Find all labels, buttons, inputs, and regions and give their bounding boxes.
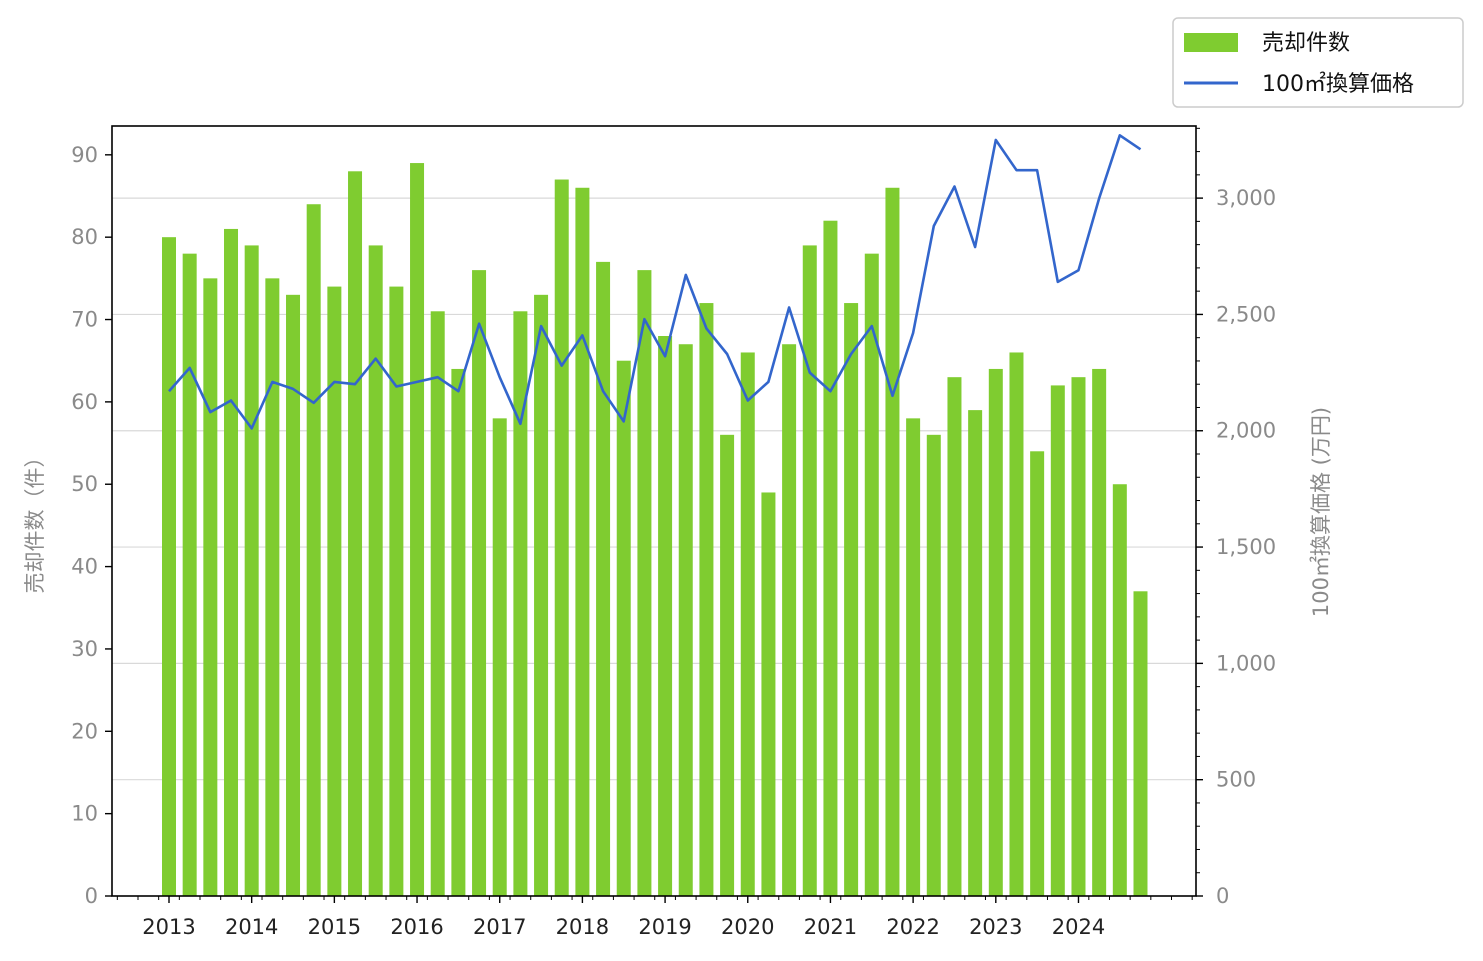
- bar: [1071, 377, 1086, 896]
- bar: [389, 286, 404, 896]
- bar: [534, 294, 549, 897]
- legend-swatch-bar: [1184, 33, 1238, 52]
- bar: [244, 245, 259, 897]
- bar: [823, 220, 838, 897]
- x-tick-label: 2018: [556, 915, 609, 939]
- right-tick-label: 1,500: [1216, 535, 1276, 559]
- bar: [947, 377, 962, 896]
- bar: [802, 245, 817, 897]
- legend-box: [1172, 17, 1464, 108]
- x-tick-label: 2015: [308, 915, 361, 939]
- left-tick-label: 90: [71, 143, 98, 167]
- left-tick-label: 80: [71, 225, 98, 249]
- left-tick-label: 60: [71, 390, 98, 414]
- left-axis-title: 売却件数（件）: [23, 447, 47, 594]
- x-tick-label: 2019: [638, 915, 691, 939]
- left-tick-label: 20: [71, 719, 98, 743]
- bar: [306, 204, 321, 896]
- x-tick-label: 2024: [1052, 915, 1105, 939]
- bar: [720, 434, 735, 896]
- bar: [637, 270, 652, 896]
- left-tick-label: 0: [85, 884, 98, 908]
- bar: [761, 492, 776, 896]
- bar: [988, 368, 1003, 896]
- x-tick-label: 2016: [390, 915, 443, 939]
- bar: [265, 278, 280, 897]
- line-series: [168, 134, 1142, 430]
- bar: [286, 294, 301, 897]
- x-tick-label: 2020: [721, 915, 774, 939]
- x-tick-label: 2023: [969, 915, 1022, 939]
- bar: [451, 368, 466, 896]
- bar: [699, 303, 714, 896]
- bar: [782, 344, 797, 896]
- bar: [1030, 451, 1045, 896]
- bar: [864, 253, 879, 896]
- bar: [885, 187, 900, 896]
- left-tick-label: 50: [71, 472, 98, 496]
- right-axis-title: 100㎡換算価格 (万円): [1309, 407, 1333, 617]
- bar: [1050, 385, 1065, 896]
- bar-series: [162, 163, 1148, 897]
- bar: [1112, 484, 1127, 896]
- legend-label-bar: 売却件数: [1262, 31, 1350, 56]
- left-tick-label: 70: [71, 308, 98, 332]
- bar: [1092, 368, 1107, 896]
- left-tick-label: 30: [71, 637, 98, 661]
- right-tick-label: 2,500: [1216, 302, 1276, 326]
- bar: [575, 187, 590, 896]
- x-tick-label: 2022: [886, 915, 939, 939]
- right-tick-label: 1,000: [1216, 651, 1276, 675]
- bar: [182, 253, 197, 896]
- bar: [844, 303, 859, 896]
- bar: [554, 179, 569, 896]
- legend-label-line: 100㎡換算価格: [1262, 71, 1414, 97]
- x-tick-label: 2014: [225, 915, 278, 939]
- right-axis: 0 500 1,000 1,500 2,000 2,500 3,000: [1196, 127, 1276, 908]
- bar: [224, 228, 239, 897]
- bar: [1133, 591, 1148, 896]
- bar: [410, 163, 425, 896]
- price-line: [168, 134, 1142, 430]
- right-tick-label: 500: [1216, 768, 1256, 792]
- x-tick-label: 2017: [473, 915, 526, 939]
- left-tick-label: 40: [71, 555, 98, 579]
- bar: [926, 434, 941, 896]
- x-axis: 2013 2014 2015 2016 2017 2018 2019 2020 2021 2022…: [116, 896, 1193, 939]
- left-axis: 0 10 20 30 40 50 60 70 80 90: [71, 143, 112, 908]
- bar: [906, 418, 921, 896]
- bar: [616, 360, 631, 896]
- bar: [658, 336, 673, 896]
- bar: [348, 171, 363, 896]
- bar: [368, 245, 383, 897]
- right-tick-label: 3,000: [1216, 186, 1276, 210]
- legend: 売却件数 100㎡換算価格: [1172, 17, 1464, 108]
- bar: [596, 261, 611, 897]
- x-tick-label: 2013: [142, 915, 195, 939]
- left-tick-label: 10: [71, 802, 98, 826]
- bar: [513, 311, 528, 896]
- bar: [968, 410, 983, 896]
- bar: [327, 286, 342, 896]
- bar: [678, 344, 693, 896]
- bar: [492, 418, 507, 896]
- bar: [740, 352, 755, 896]
- right-tick-label: 0: [1216, 884, 1229, 908]
- bar: [472, 270, 487, 896]
- right-tick-label: 2,000: [1216, 419, 1276, 443]
- plot-frame: [111, 125, 1197, 897]
- bar: [1009, 352, 1024, 896]
- x-tick-label: 2021: [804, 915, 857, 939]
- bar: [203, 278, 218, 897]
- bar: [430, 311, 445, 896]
- bar: [162, 237, 176, 897]
